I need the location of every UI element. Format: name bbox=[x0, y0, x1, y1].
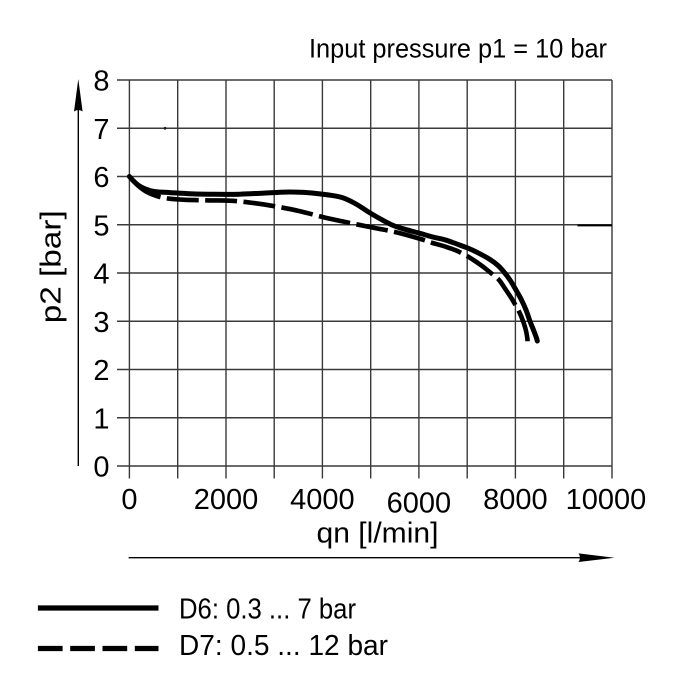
svg-text:2000: 2000 bbox=[194, 484, 259, 516]
svg-text:1: 1 bbox=[93, 403, 109, 435]
svg-text:7: 7 bbox=[93, 114, 109, 146]
svg-text:0: 0 bbox=[121, 484, 137, 516]
svg-text:0: 0 bbox=[93, 452, 109, 484]
svg-text:6: 6 bbox=[93, 162, 109, 194]
svg-text:Input pressure p1 = 10 bar: Input pressure p1 = 10 bar bbox=[309, 34, 607, 64]
svg-text:2: 2 bbox=[93, 355, 109, 387]
svg-text:4: 4 bbox=[93, 259, 109, 291]
svg-text:8000: 8000 bbox=[483, 484, 548, 516]
svg-text:4000: 4000 bbox=[290, 484, 355, 516]
svg-text:10000: 10000 bbox=[566, 484, 647, 516]
svg-text:3: 3 bbox=[93, 307, 109, 339]
svg-text:6000: 6000 bbox=[387, 487, 452, 519]
svg-text:p2 [bar]: p2 [bar] bbox=[36, 210, 68, 323]
svg-text:8: 8 bbox=[93, 66, 109, 98]
svg-text:D6: 0.3 ... 7 bar: D6: 0.3 ... 7 bar bbox=[179, 593, 356, 625]
svg-text:qn [l/min]: qn [l/min] bbox=[317, 518, 439, 550]
svg-text:5: 5 bbox=[93, 210, 109, 242]
svg-text:D7: 0.5 ... 12 bar: D7: 0.5 ... 12 bar bbox=[179, 630, 388, 662]
